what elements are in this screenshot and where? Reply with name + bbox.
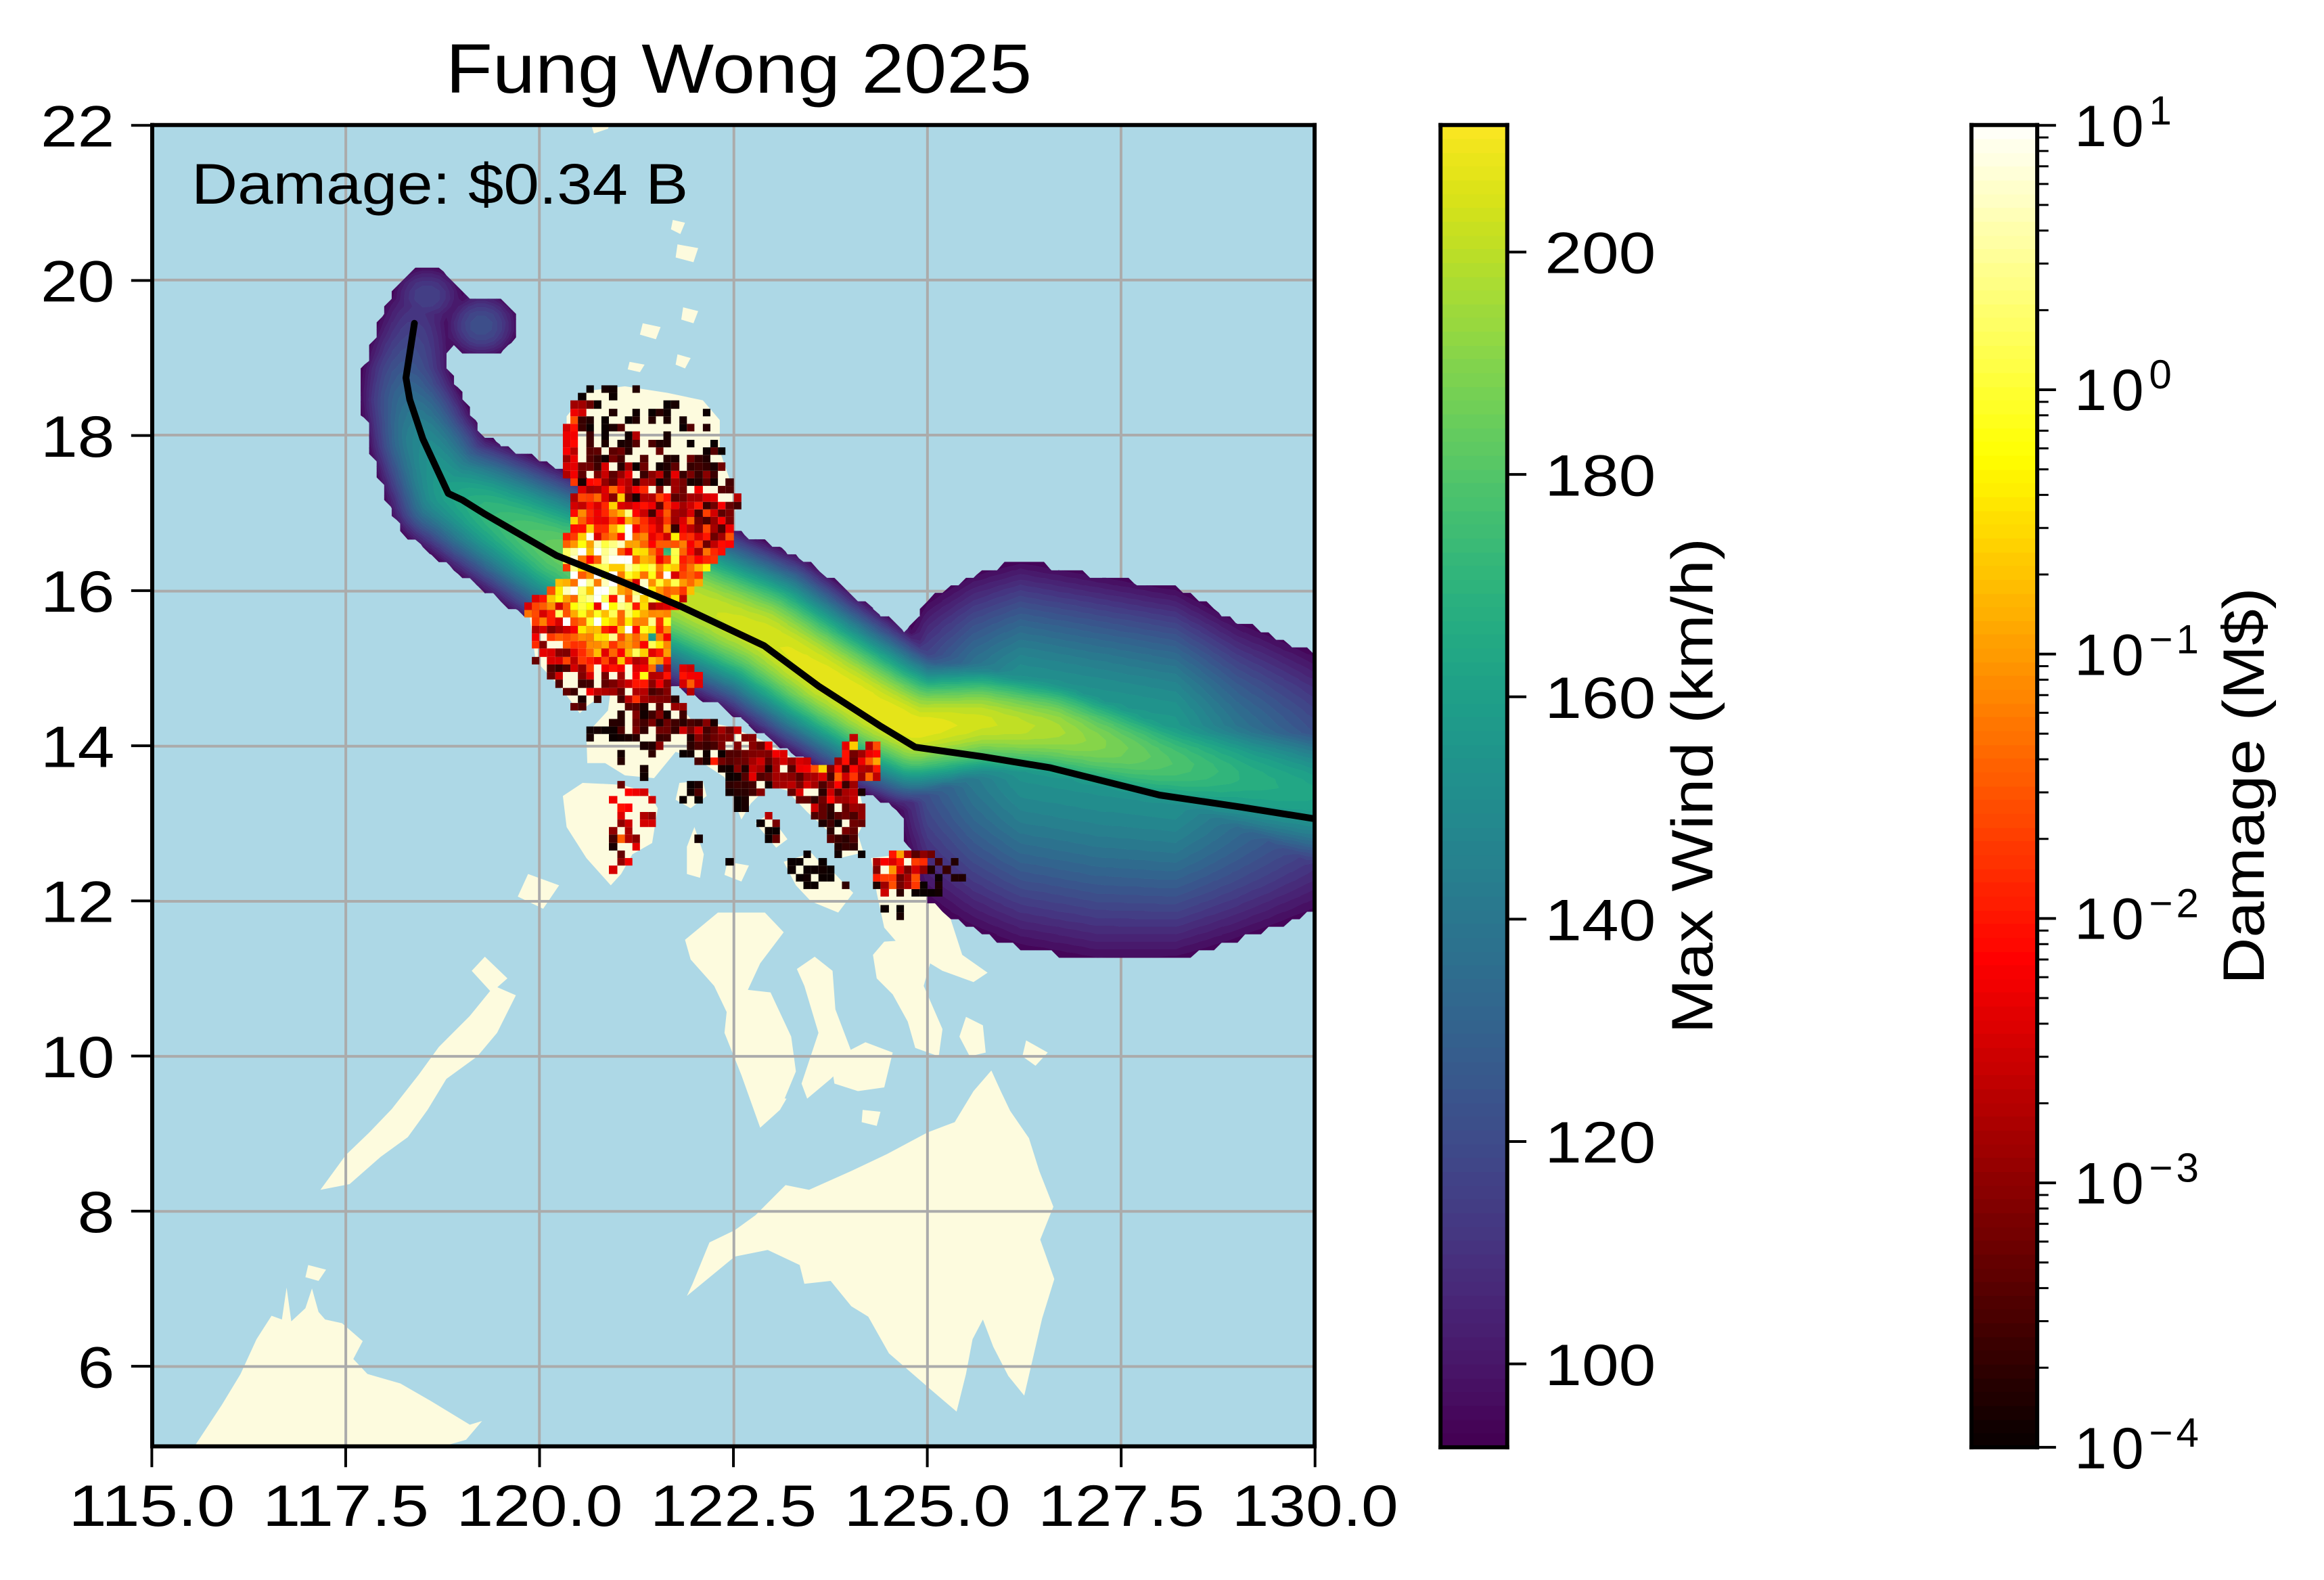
svg-text:101: 101 [2074, 88, 2172, 159]
svg-text:18: 18 [41, 405, 114, 470]
svg-text:122.5: 122.5 [650, 1474, 817, 1539]
svg-text:125.0: 125.0 [844, 1474, 1011, 1539]
svg-text:140: 140 [1545, 888, 1656, 953]
svg-text:12: 12 [41, 870, 114, 935]
svg-text:20: 20 [41, 250, 114, 315]
svg-text:6: 6 [78, 1335, 115, 1400]
svg-text:10−1: 1 0−1 [2074, 617, 2199, 688]
svg-text:22: 22 [41, 94, 114, 159]
svg-text:130.0: 130.0 [1232, 1474, 1398, 1539]
svg-text:Damage: $0.34 B: Damage: $0.34 B [191, 152, 688, 216]
svg-text:Damage (M$): Damage (M$) [2212, 587, 2277, 985]
svg-text:100: 100 [1545, 1333, 1656, 1398]
svg-text:10−3: 1 0−3 [2074, 1145, 2199, 1216]
svg-text:10: 10 [41, 1025, 114, 1090]
svg-text:8: 8 [78, 1180, 115, 1245]
svg-text:180: 180 [1545, 443, 1656, 508]
svg-text:10−4: 1 0−4 [2074, 1410, 2199, 1481]
svg-text:10−2: 1 0−2 [2074, 881, 2199, 952]
svg-text:160: 160 [1545, 666, 1656, 731]
svg-text:120.0: 120.0 [457, 1474, 623, 1539]
svg-text:200: 200 [1545, 221, 1656, 286]
svg-text:Max Wind (km/h): Max Wind (km/h) [1660, 538, 1725, 1034]
svg-text:Fung Wong 2025: Fung Wong 2025 [446, 30, 1032, 108]
svg-text:117.5: 117.5 [263, 1474, 429, 1539]
svg-text:120: 120 [1545, 1110, 1656, 1175]
svg-text:127.5: 127.5 [1038, 1474, 1204, 1539]
svg-text:115.0: 115.0 [68, 1474, 235, 1539]
svg-text:100: 100 [2074, 352, 2172, 423]
svg-text:14: 14 [41, 715, 114, 780]
svg-text:16: 16 [41, 560, 114, 625]
